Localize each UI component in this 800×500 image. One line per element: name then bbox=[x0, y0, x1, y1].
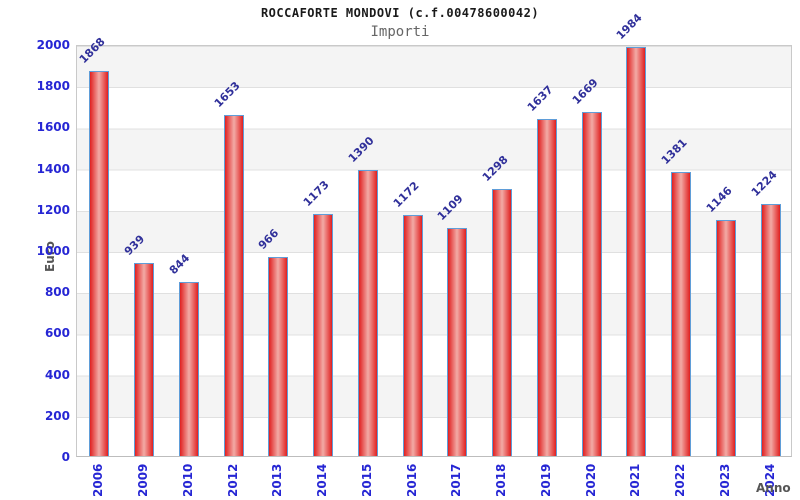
bar-2020 bbox=[582, 112, 602, 456]
bar-value-label: 1146 bbox=[703, 184, 735, 215]
x-tick-label: 2018 bbox=[494, 463, 509, 497]
y-tick-label: 1400 bbox=[36, 162, 70, 176]
x-tick-label: 2012 bbox=[225, 463, 240, 497]
bar-value-label: 1172 bbox=[390, 179, 422, 210]
bar-value-label: 1653 bbox=[211, 79, 243, 110]
bar-2024 bbox=[761, 204, 781, 456]
bar-2014 bbox=[313, 214, 333, 456]
bar-value-label: 844 bbox=[166, 251, 193, 277]
x-axis-label: Anno bbox=[756, 481, 791, 495]
x-tick-label: 2006 bbox=[91, 463, 106, 497]
y-tick-label: 2000 bbox=[36, 38, 70, 52]
bar-value-label: 1669 bbox=[569, 76, 601, 107]
bar-2009 bbox=[134, 263, 154, 456]
x-tick-label: 2022 bbox=[673, 463, 688, 497]
x-tick-label: 2021 bbox=[628, 463, 643, 497]
x-tick-label: 2010 bbox=[180, 463, 195, 497]
x-tick-label: 2015 bbox=[359, 463, 374, 497]
bar-2023 bbox=[716, 220, 736, 456]
bar-value-label: 939 bbox=[121, 232, 148, 258]
bar-2018 bbox=[492, 189, 512, 456]
bar-value-label: 1868 bbox=[76, 35, 108, 66]
bar-value-label: 1173 bbox=[300, 178, 332, 209]
bar-2021 bbox=[626, 47, 646, 456]
x-tick-label: 2013 bbox=[270, 463, 285, 497]
bar-value-label: 1637 bbox=[524, 83, 556, 114]
x-tick-label: 2016 bbox=[404, 463, 419, 497]
bar-value-label: 966 bbox=[255, 226, 282, 252]
y-tick-label: 400 bbox=[44, 368, 70, 382]
y-tick-label: 1000 bbox=[36, 244, 70, 258]
bar-2017 bbox=[447, 228, 467, 456]
y-tick-label: 800 bbox=[44, 285, 70, 299]
bar-2016 bbox=[403, 215, 423, 456]
bar-2006 bbox=[89, 71, 109, 456]
y-tick-label: 200 bbox=[44, 409, 70, 423]
x-tick-label: 2023 bbox=[717, 463, 732, 497]
chart-title: ROCCAFORTE MONDOVI (c.f.00478600042) bbox=[260, 6, 540, 20]
x-tick-label: 2009 bbox=[136, 463, 151, 497]
bar-2010 bbox=[179, 282, 199, 456]
bar-value-label: 1390 bbox=[345, 134, 377, 165]
bar-2015 bbox=[358, 170, 378, 456]
x-tick-label: 2014 bbox=[315, 463, 330, 497]
bar-value-label: 1109 bbox=[434, 192, 466, 223]
bar-value-label: 1381 bbox=[658, 136, 690, 167]
plot-area: 1868 939 844 1653 966 1173 1390 1172 1109 1298 163… bbox=[76, 11, 792, 457]
bar-2013 bbox=[268, 257, 288, 456]
bar-2022 bbox=[671, 172, 691, 456]
y-tick-label: 1200 bbox=[36, 203, 70, 217]
x-tick-label: 2017 bbox=[449, 463, 464, 497]
y-tick-label: 1600 bbox=[36, 120, 70, 134]
chart-subtitle: Importi bbox=[370, 24, 430, 40]
bar-2012 bbox=[224, 115, 244, 456]
bar-value-label: 1298 bbox=[479, 153, 511, 184]
y-tick-label: 0 bbox=[61, 450, 70, 464]
bar-2019 bbox=[537, 119, 557, 456]
x-tick-label: 2020 bbox=[583, 463, 598, 497]
y-tick-label: 600 bbox=[44, 326, 70, 340]
x-tick-label: 2019 bbox=[538, 463, 553, 497]
bar-value-label: 1224 bbox=[748, 168, 780, 199]
y-tick-label: 1800 bbox=[36, 79, 70, 93]
